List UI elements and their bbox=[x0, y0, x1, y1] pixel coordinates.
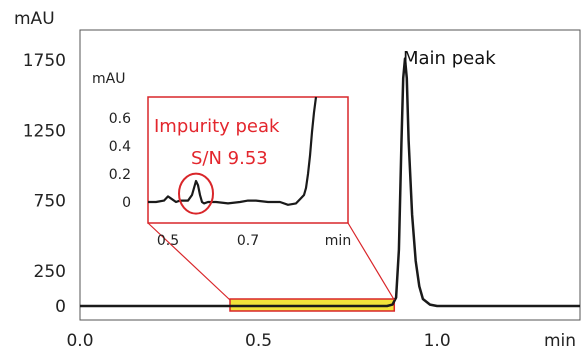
signal-to-noise-label: S/N 9.53 bbox=[191, 148, 268, 169]
y-tick-label: 1250 bbox=[23, 121, 66, 141]
y-tick-label: 1750 bbox=[23, 51, 66, 71]
inset-y-tick-label: 0.2 bbox=[109, 167, 131, 183]
inset-x-axis-label: min bbox=[325, 233, 351, 249]
x-tick-label: 0.0 bbox=[66, 331, 93, 351]
x-tick-label: 1.0 bbox=[424, 331, 451, 351]
inset-y-axis-label: mAU bbox=[92, 71, 125, 87]
y-axis-label: mAU bbox=[14, 9, 55, 29]
inset-chromatogram-trace bbox=[148, 96, 318, 206]
impurity-peak-marker bbox=[178, 172, 214, 215]
y-tick-label: 250 bbox=[34, 262, 66, 282]
y-tick-label: 0 bbox=[55, 297, 66, 317]
plot-frame bbox=[79, 29, 581, 321]
inset-y-tick-label: 0.4 bbox=[109, 139, 131, 155]
x-axis-label: min bbox=[544, 331, 576, 351]
main-peak-label: Main peak bbox=[403, 48, 496, 69]
inset-x-tick-label: 0.5 bbox=[157, 233, 179, 249]
zoom-connector-right bbox=[347, 222, 395, 301]
inset-x-tick-label: 0.7 bbox=[237, 233, 259, 249]
main-chromatogram-trace bbox=[80, 57, 580, 308]
inset-y-tick-label: 0.6 bbox=[109, 111, 131, 127]
inset-y-tick-label: 0 bbox=[122, 195, 131, 211]
y-tick-label: 750 bbox=[34, 192, 66, 212]
zoom-connector-left bbox=[147, 222, 231, 301]
x-tick-label: 0.5 bbox=[245, 331, 272, 351]
impurity-peak-label: Impurity peak bbox=[154, 116, 280, 137]
